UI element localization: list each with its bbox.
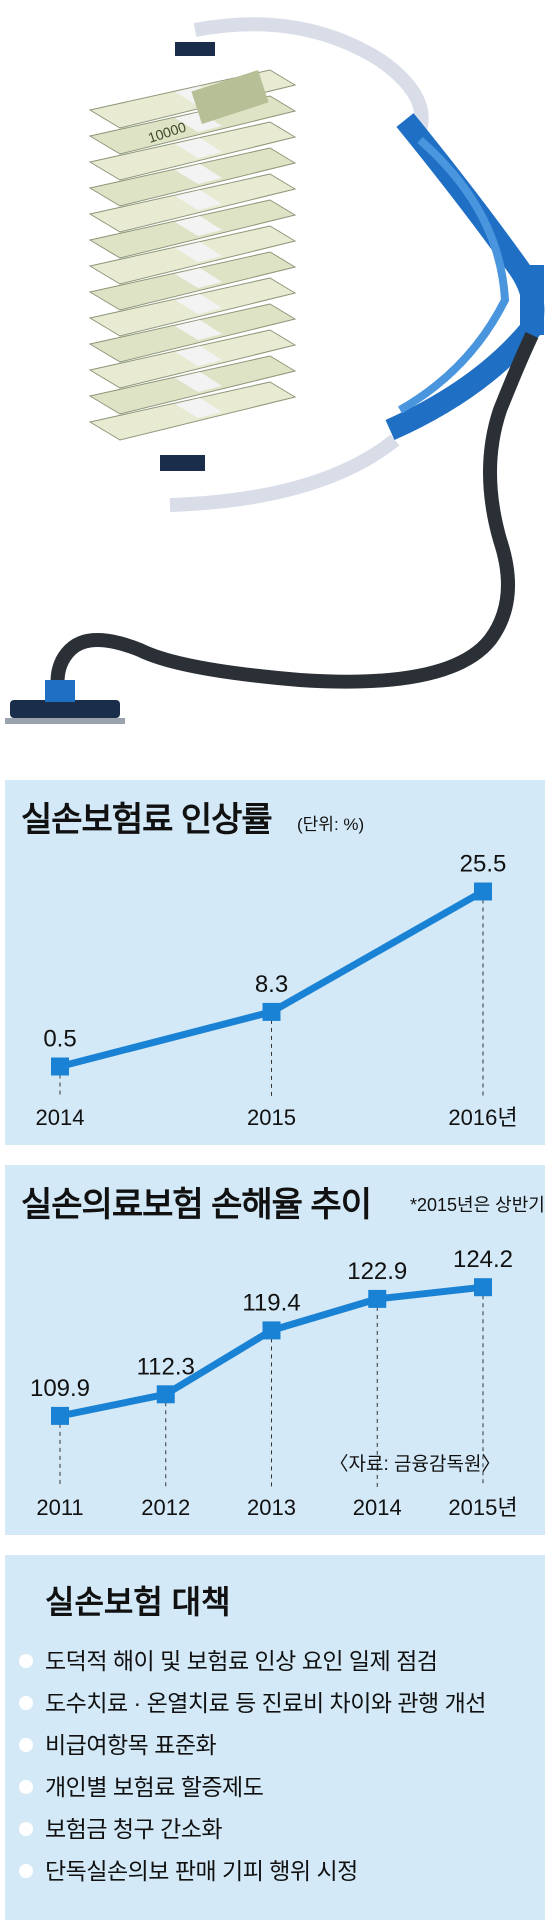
bullet-icon: [19, 1738, 33, 1752]
data-point: [262, 1321, 281, 1340]
data-point: [474, 1278, 492, 1297]
premium-increase-panel: 실손보험료 인상률 (단위: %) 0.5 2014 8.3 2015 25.5 2016…: [5, 780, 545, 1145]
bundle-band: [175, 216, 222, 236]
policy-item: 개인별 보험료 할증제도: [17, 1766, 486, 1808]
bundle-band: [175, 138, 222, 158]
bundle-band: [175, 268, 222, 288]
vacuum-hose-dark: [50, 331, 539, 691]
bundle-band: [175, 294, 222, 314]
nozzle-clip-bottom: [160, 455, 205, 471]
data-label: 119.4: [242, 1289, 300, 1316]
x-tick-label: 2014: [353, 1495, 402, 1520]
data-point: [262, 1002, 281, 1021]
policy-panel: 실손보험 대책 도덕적 해이 및 보험료 인상 요인 일제 점검 도수치료 · …: [5, 1555, 545, 1920]
x-tick-label: 2013: [247, 1495, 296, 1520]
data-point: [474, 882, 492, 901]
policy-item: 단독실손의보 판매 기피 행위 시정: [17, 1850, 486, 1892]
bundle-band: [175, 320, 222, 340]
data-label: 109.9: [30, 1375, 90, 1402]
data-label: 122.9: [347, 1258, 407, 1285]
x-tick-label: 2014: [36, 1105, 85, 1130]
data-point: [368, 1289, 387, 1308]
bundle-band: [175, 242, 222, 262]
policy-list: 도덕적 해이 및 보험료 인상 요인 일제 점검 도수치료 · 온열치료 등 진…: [17, 1640, 486, 1892]
bundle-band: [175, 398, 222, 418]
data-label: 112.3: [137, 1353, 195, 1380]
data-label: 25.5: [460, 851, 507, 878]
vacuum-money-illustration: 10000: [5, 17, 545, 724]
x-tick-label: 2011: [36, 1495, 83, 1520]
bundle-band: [175, 190, 222, 210]
banknote-portrait: [191, 70, 269, 124]
bundle-band: [175, 112, 222, 132]
policy-title: 실손보험 대책: [45, 1584, 231, 1620]
bundle-band: [175, 372, 222, 392]
bullet-icon: [19, 1864, 33, 1878]
source-label: 〈자료: 금융감독원〉: [330, 1453, 501, 1475]
data-point: [51, 1057, 69, 1076]
vacuum-nozzle-arc: [193, 17, 429, 132]
chart1-title: 실손보험료 인상률: [21, 801, 273, 839]
bundle-band: [175, 164, 222, 184]
policy-item: 보험금 청구 간소화: [17, 1808, 486, 1850]
chart2-title: 실손의료보험 손해율 추이: [21, 1186, 372, 1224]
x-tick-label: 2012: [141, 1495, 190, 1520]
x-tick-label: 2016년: [448, 1105, 517, 1130]
loss-ratio-chart: 109.9 2011 112.3 2012 119.4 2013 122.9 2014 124.…: [30, 1246, 518, 1520]
nozzle-clip-top: [175, 42, 215, 56]
bullet-icon: [19, 1780, 33, 1794]
data-label: 0.5: [43, 1026, 76, 1053]
bundle-band: [175, 346, 222, 366]
chart1-unit: (단위: %): [297, 815, 365, 834]
bullet-icon: [19, 1696, 33, 1710]
policy-item: 비급여항목 표준화: [17, 1724, 486, 1766]
policy-item: 도덕적 해이 및 보험료 인상 요인 일제 점검: [17, 1640, 486, 1682]
policy-item: 도수치료 · 온열치료 등 진료비 차이와 관행 개선: [17, 1682, 486, 1724]
vacuum-floor-head: [10, 700, 120, 718]
loss-ratio-panel: 실손의료보험 손해율 추이 *2015년은 상반기 109.9 2011 112.3…: [5, 1165, 545, 1535]
x-tick-label: 2015: [247, 1105, 296, 1130]
bullet-icon: [19, 1822, 33, 1836]
data-point: [51, 1406, 69, 1425]
x-tick-label: 2015년: [448, 1495, 517, 1520]
premium-increase-chart: 0.5 2014 8.3 2015 25.5 2016년: [36, 851, 518, 1131]
data-label: 124.2: [453, 1246, 513, 1273]
money-stack: [88, 69, 297, 441]
bullet-icon: [19, 1654, 33, 1668]
data-label: 8.3: [255, 971, 288, 998]
data-point: [156, 1385, 175, 1404]
chart2-note: *2015년은 상반기: [410, 1195, 545, 1215]
